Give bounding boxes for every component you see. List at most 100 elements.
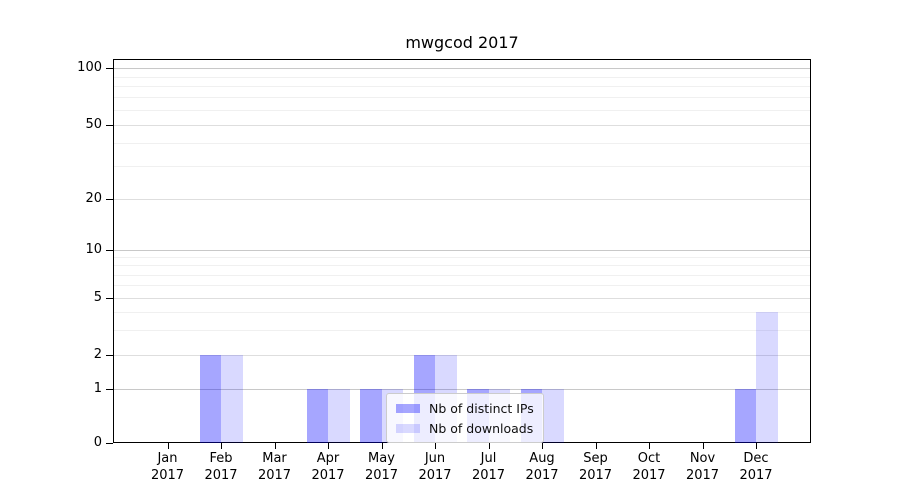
xtick-year: 2017 <box>418 468 452 483</box>
xtick-label-sep: Sep 2017 <box>568 450 624 484</box>
xtick-year: 2017 <box>311 468 345 483</box>
xtick-mark-mar <box>275 443 276 449</box>
gridline-y-5 <box>114 297 810 299</box>
xtick-month: Mar <box>262 451 287 466</box>
bar-downloads-apr <box>328 388 350 443</box>
xtick-year: 2017 <box>257 468 292 483</box>
ytick-mark-0 <box>106 443 113 444</box>
xtick-label-mar: Mar 2017 <box>247 450 303 484</box>
xtick-month: Nov <box>689 451 716 466</box>
xtick-month: Oct <box>637 451 661 466</box>
ytick-label-100: 100 <box>77 60 102 75</box>
xtick-year: 2017 <box>364 468 399 483</box>
xtick-mark-apr <box>328 443 329 449</box>
gridline-minor <box>114 284 810 286</box>
xtick-mark-jul <box>489 443 490 449</box>
ytick-label-0: 0 <box>93 435 102 450</box>
ytick-label-20: 20 <box>85 191 102 206</box>
xtick-mark-dec <box>756 443 757 449</box>
legend-swatch-downloads-icon <box>396 423 420 433</box>
bar-ips-feb <box>199 355 221 443</box>
chart-title: mwgcod 2017 <box>405 33 519 52</box>
xtick-label-jul: Jul 2017 <box>461 450 517 484</box>
xtick-mark-jun <box>435 443 436 449</box>
xtick-year: 2017 <box>471 468 506 483</box>
xtick-month: Jan <box>157 451 178 466</box>
xtick-year: 2017 <box>525 468 559 483</box>
ytick-label-1: 1 <box>93 380 102 396</box>
xtick-mark-aug <box>542 443 543 449</box>
xtick-label-dec: Dec 2017 <box>728 450 784 484</box>
xtick-label-aug: Aug 2017 <box>514 450 570 484</box>
ytick-mark-2 <box>106 355 113 356</box>
ytick-mark-10 <box>106 250 113 251</box>
xtick-label-jan: Jan 2017 <box>140 450 196 484</box>
bar-ips-may <box>360 388 382 443</box>
ytick-label-5: 5 <box>93 290 102 305</box>
xtick-label-feb: Feb 2017 <box>193 450 249 484</box>
gridline-y-50 <box>114 124 810 126</box>
ytick-mark-100 <box>106 68 113 69</box>
xtick-label-apr: Apr 2017 <box>300 450 356 484</box>
legend-label-ips: Nb of distinct IPs <box>429 400 534 416</box>
ytick-mark-20 <box>106 199 113 200</box>
legend-label-downloads: Nb of downloads <box>429 420 534 436</box>
legend-row-ips: Nb of distinct IPs <box>396 400 534 416</box>
xtick-year: 2017 <box>578 468 613 483</box>
gridline-minor <box>114 329 810 331</box>
xtick-mark-jan <box>168 443 169 449</box>
xtick-month: Feb <box>209 451 233 466</box>
gridline-minor <box>114 109 810 111</box>
gridline-minor <box>114 96 810 98</box>
legend-row-downloads: Nb of downloads <box>396 420 534 436</box>
xtick-year: 2017 <box>739 468 773 483</box>
legend-swatch-ips-icon <box>396 403 420 413</box>
bar-ips-apr <box>306 388 328 443</box>
xtick-year: 2017 <box>685 468 720 483</box>
gridline-y-20 <box>114 198 810 200</box>
gridline-minor <box>114 256 810 258</box>
gridline-y-100 <box>114 67 810 69</box>
gridline-minor <box>114 165 810 167</box>
gridline-minor <box>114 142 810 144</box>
xtick-year: 2017 <box>204 468 238 483</box>
ytick-label-10: 10 <box>85 242 102 257</box>
gridline-minor <box>114 311 810 313</box>
xtick-label-nov: Nov 2017 <box>675 450 731 484</box>
gridline-y-2 <box>114 354 810 356</box>
xtick-month: Jul <box>480 451 497 466</box>
ytick-label-50: 50 <box>85 117 102 132</box>
xtick-year: 2017 <box>632 468 666 483</box>
ytick-mark-1 <box>106 389 113 390</box>
xtick-month: Apr <box>316 451 340 466</box>
gridline-minor <box>114 274 810 276</box>
xtick-mark-may <box>382 443 383 449</box>
ytick-label-2: 2 <box>93 347 102 362</box>
xtick-month: Dec <box>743 451 769 466</box>
xtick-month: Sep <box>583 451 608 466</box>
ytick-mark-50 <box>106 125 113 126</box>
xtick-year: 2017 <box>150 468 185 483</box>
gridline-minor <box>114 76 810 78</box>
xtick-mark-feb <box>221 443 222 449</box>
bar-downloads-aug <box>542 388 564 443</box>
gridline-minor <box>114 85 810 87</box>
ytick-mark-5 <box>106 298 113 299</box>
xtick-month: May <box>368 451 395 466</box>
bar-ips-dec <box>734 388 756 443</box>
gridline-minor <box>114 264 810 266</box>
bar-downloads-dec <box>756 311 778 443</box>
xtick-mark-oct <box>649 443 650 449</box>
xtick-month: Aug <box>529 451 555 466</box>
gridline-y-10 <box>114 249 810 251</box>
xtick-mark-nov <box>703 443 704 449</box>
gridline-y-1 <box>114 388 810 390</box>
xtick-month: Jun <box>424 451 446 466</box>
xtick-label-oct: Oct 2017 <box>621 450 677 484</box>
xtick-mark-sep <box>596 443 597 449</box>
legend: Nb of distinct IPs Nb of downloads <box>386 393 544 443</box>
bar-downloads-feb <box>221 355 243 443</box>
xtick-label-jun: Jun 2017 <box>407 450 463 484</box>
xtick-label-may: May 2017 <box>354 450 410 484</box>
